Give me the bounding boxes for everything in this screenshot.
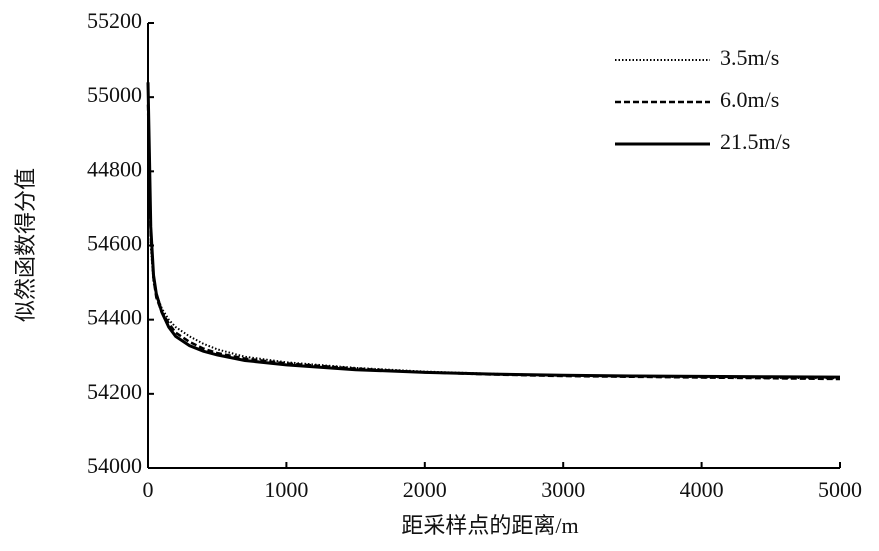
legend-label: 6.0m/s xyxy=(720,87,779,112)
x-tick-label: 3000 xyxy=(541,477,585,502)
y-tick-label: 55000 xyxy=(87,82,142,107)
y-tick-label: 54400 xyxy=(87,305,142,330)
x-tick-label: 4000 xyxy=(680,477,724,502)
y-tick-label: 44800 xyxy=(87,156,142,181)
series-line xyxy=(147,115,841,380)
legend-label: 3.5m/s xyxy=(720,45,779,70)
x-tick-label: 1000 xyxy=(264,477,308,502)
series-line xyxy=(146,82,841,379)
y-tick-label: 55200 xyxy=(87,8,142,33)
y-tick-label: 54600 xyxy=(87,231,142,256)
y-axis-label: 似然函数得分值 xyxy=(13,168,38,322)
x-tick-label: 0 xyxy=(143,477,154,502)
legend-label: 21.5m/s xyxy=(720,129,790,154)
x-tick-label: 2000 xyxy=(403,477,447,502)
y-tick-label: 54200 xyxy=(87,379,142,404)
x-tick-label: 5000 xyxy=(818,477,862,502)
y-tick-label: 54000 xyxy=(87,453,142,478)
x-axis-label: 距采样点的距离/m xyxy=(401,513,578,538)
